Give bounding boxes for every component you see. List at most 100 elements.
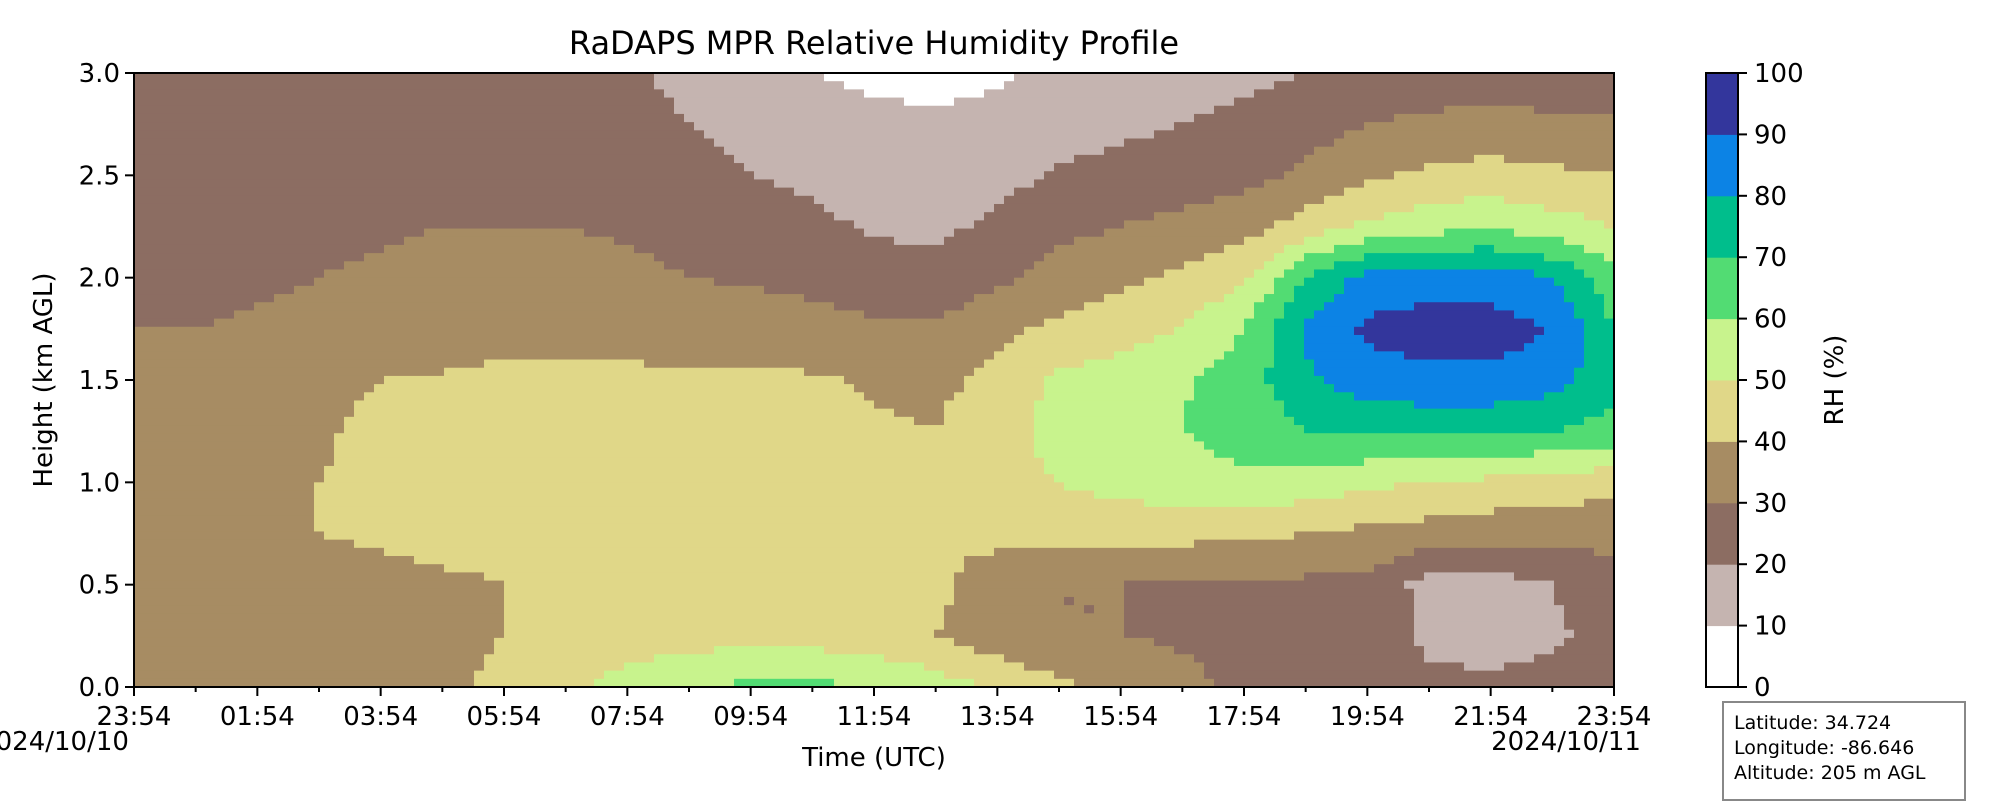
rh-contour-cell xyxy=(754,318,765,328)
rh-contour-cell xyxy=(434,253,445,262)
rh-contour-cell xyxy=(474,556,485,565)
rh-contour-cell xyxy=(254,367,265,377)
rh-contour-cell xyxy=(194,572,205,582)
rh-contour-cell xyxy=(284,375,295,385)
rh-contour-cell xyxy=(194,318,205,328)
rh-contour-cell xyxy=(514,596,525,606)
rh-contour-cell xyxy=(534,531,545,541)
rh-contour-cell xyxy=(204,302,215,312)
rh-contour-cell xyxy=(624,253,635,262)
rh-contour-cell xyxy=(674,318,685,328)
rh-contour-cell xyxy=(294,73,305,82)
rh-contour-cell xyxy=(134,97,145,107)
rh-contour-cell xyxy=(584,146,595,156)
rh-contour-cell xyxy=(494,195,505,205)
rh-contour-cell xyxy=(244,318,255,328)
rh-contour-cell xyxy=(454,490,465,500)
rh-contour-cell xyxy=(354,351,365,361)
rh-contour-cell xyxy=(734,449,745,459)
rh-contour-cell xyxy=(584,384,595,393)
rh-contour-cell xyxy=(284,384,295,393)
rh-contour-cell xyxy=(684,179,695,189)
rh-contour-cell xyxy=(304,523,315,533)
rh-contour-cell xyxy=(394,490,405,500)
rh-contour-cell xyxy=(694,212,705,221)
rh-contour-cell xyxy=(554,416,565,426)
rh-contour-cell xyxy=(374,253,385,262)
rh-contour-cell xyxy=(364,539,375,549)
rh-contour-cell xyxy=(164,130,175,140)
rh-contour-cell xyxy=(514,220,525,230)
rh-contour-cell xyxy=(684,637,695,647)
rh-contour-cell xyxy=(564,678,575,688)
rh-contour-cell xyxy=(404,179,415,189)
rh-contour-cell xyxy=(584,449,595,459)
rh-contour-cell xyxy=(654,105,665,115)
rh-contour-cell xyxy=(494,334,505,344)
rh-contour-cell xyxy=(204,236,215,246)
rh-contour-cell xyxy=(154,326,165,336)
rh-contour-cell xyxy=(264,613,275,623)
rh-contour-cell xyxy=(484,179,495,189)
rh-contour-cell xyxy=(134,392,145,402)
rh-contour-cell xyxy=(324,326,335,336)
rh-contour-cell xyxy=(624,433,635,442)
rh-contour-cell xyxy=(354,646,365,655)
rh-contour-cell xyxy=(434,89,445,99)
rh-contour-cell xyxy=(354,392,365,402)
rh-contour-cell xyxy=(594,220,605,230)
rh-contour-cell xyxy=(264,163,275,172)
rh-contour-cell xyxy=(284,605,295,614)
rh-contour-cell xyxy=(744,515,755,524)
rh-contour-cell xyxy=(254,122,265,131)
rh-contour-cell xyxy=(404,572,415,582)
rh-contour-cell xyxy=(644,81,655,90)
rh-contour-cell xyxy=(584,523,595,533)
rh-contour-cell xyxy=(294,498,305,508)
rh-contour-cell xyxy=(334,465,345,475)
rh-contour-cell xyxy=(584,433,595,442)
rh-contour-cell xyxy=(254,253,265,262)
rh-contour-cell xyxy=(144,375,155,385)
rh-contour-cell xyxy=(504,138,515,148)
rh-contour-cell xyxy=(274,588,285,598)
rh-contour-cell xyxy=(694,375,705,385)
rh-contour-cell xyxy=(634,515,645,524)
rh-contour-cell xyxy=(634,105,645,115)
rh-contour-cell xyxy=(254,564,265,573)
rh-contour-cell xyxy=(224,228,235,238)
rh-contour-cell xyxy=(274,343,285,352)
rh-contour-cell xyxy=(514,203,525,213)
rh-contour-cell xyxy=(504,171,515,181)
rh-contour-cell xyxy=(394,580,405,590)
rh-contour-cell xyxy=(544,171,555,181)
rh-contour-cell xyxy=(424,441,435,451)
rh-contour-cell xyxy=(254,318,265,328)
rh-contour-cell xyxy=(174,564,185,573)
rh-contour-cell xyxy=(694,474,705,483)
rh-contour-cell xyxy=(744,654,755,664)
rh-contour-cell xyxy=(514,449,525,459)
rh-contour-cell xyxy=(654,637,665,647)
rh-contour-cell xyxy=(494,81,505,90)
rh-contour-cell xyxy=(484,187,495,197)
rh-contour-cell xyxy=(714,203,725,213)
rh-contour-cell xyxy=(514,425,525,434)
rh-contour-cell xyxy=(704,122,715,131)
rh-contour-cell xyxy=(384,154,395,164)
rh-contour-cell xyxy=(794,228,805,238)
rh-contour-cell xyxy=(764,195,775,205)
rh-contour-cell xyxy=(504,613,515,623)
rh-contour-cell xyxy=(594,498,605,508)
rh-contour-cell xyxy=(534,433,545,442)
rh-contour-cell xyxy=(364,187,375,197)
rh-contour-cell xyxy=(224,163,235,172)
rh-contour-cell xyxy=(424,343,435,352)
rh-contour-cell xyxy=(384,187,395,197)
rh-contour-cell xyxy=(134,244,145,254)
rh-contour-cell xyxy=(154,130,165,140)
rh-contour-cell xyxy=(604,302,615,312)
rh-contour-cell xyxy=(374,646,385,655)
rh-contour-cell xyxy=(514,392,525,402)
rh-contour-cell xyxy=(624,146,635,156)
